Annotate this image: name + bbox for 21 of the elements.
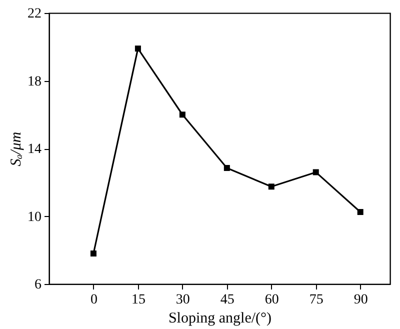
point [357, 209, 364, 216]
x-tick-label: 30 [176, 292, 190, 308]
x-tick-label: 90 [354, 292, 368, 308]
point [224, 164, 230, 171]
y-tick-label: 10 [28, 210, 42, 225]
point [312, 169, 319, 176]
y-tick-label: 18 [28, 74, 42, 90]
x-tick-label: 75 [309, 292, 324, 308]
x-tick-label: 60 [264, 292, 279, 308]
y-tick-label: 14 [28, 142, 42, 157]
point [268, 184, 274, 190]
point [90, 250, 96, 257]
point [179, 112, 186, 118]
y-tick-label: 22 [28, 6, 42, 22]
x-axis-title: Sloping angle/(°) [168, 310, 272, 326]
y-axis-title: Sₐ/μm [8, 132, 24, 166]
point [134, 46, 141, 52]
x-tick-label: 0 [90, 292, 98, 308]
x-tick-label: 45 [220, 292, 234, 308]
y-tick-label: 6 [34, 278, 42, 292]
x-tick-label: 15 [131, 292, 146, 308]
